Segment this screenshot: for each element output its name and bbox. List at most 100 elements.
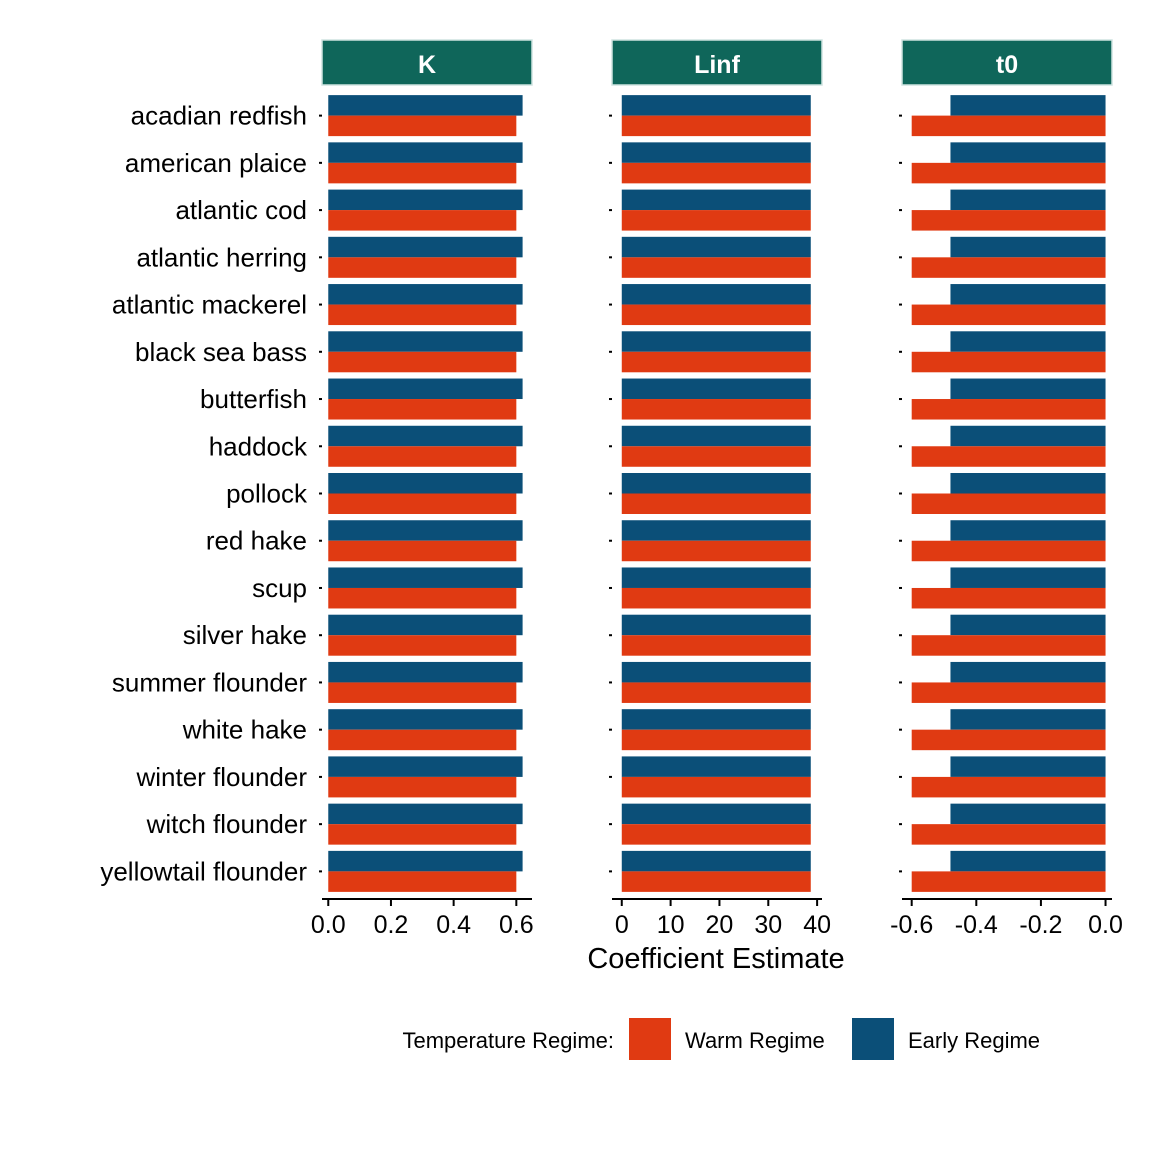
bar-k-early-regime-pollock <box>328 473 523 494</box>
bar-linf-early-regime-butterfish <box>621 378 811 400</box>
x-tick-label-k: 0.4 <box>436 911 471 939</box>
bar-k-warm-regime-winter-flounder <box>328 776 517 798</box>
species-label-atlantic-herring: atlantic herring <box>136 242 307 272</box>
species-label-winter-flounder: winter flounder <box>135 762 307 792</box>
x-tick-label-linf: 10 <box>657 911 685 939</box>
species-label-atlantic-cod: atlantic cod <box>175 195 307 225</box>
bar-k-warm-regime-scup <box>328 587 517 609</box>
x-axis-title: Coefficient Estimate <box>587 943 844 975</box>
species-label-silver-hake: silver hake <box>183 620 307 650</box>
bar-linf-warm-regime-yellowtail-flounder <box>621 871 811 892</box>
bar-linf-early-regime-winter-flounder <box>621 756 811 777</box>
species-label-haddock: haddock <box>209 431 308 461</box>
bar-t0-warm-regime-summer-flounder <box>911 682 1106 703</box>
x-tick-label-t0: 0.0 <box>1088 911 1123 939</box>
x-tick-label-linf: 30 <box>754 911 782 939</box>
legend: Temperature Regime: Warm Regime Early Re… <box>402 1018 1040 1060</box>
bar-k-warm-regime-atlantic-herring <box>328 257 517 278</box>
bar-t0-warm-regime-scup <box>911 587 1106 609</box>
bar-linf-early-regime-white-hake <box>621 709 811 730</box>
bar-t0-early-regime-atlantic-herring <box>950 236 1106 258</box>
bar-t0-early-regime-red-hake <box>950 520 1106 541</box>
bar-k-early-regime-haddock <box>328 425 523 447</box>
bar-linf-warm-regime-acadian-redfish <box>621 115 811 137</box>
bar-linf-warm-regime-haddock <box>621 446 811 467</box>
bar-linf-warm-regime-butterfish <box>621 399 811 420</box>
bar-k-early-regime-yellowtail-flounder <box>328 850 523 872</box>
bar-k-early-regime-white-hake <box>328 709 523 730</box>
bar-linf-warm-regime-american-plaice <box>621 162 811 184</box>
bar-k-early-regime-scup <box>328 567 523 588</box>
facet-strip-k <box>321 39 533 86</box>
bar-k-warm-regime-acadian-redfish <box>328 115 517 137</box>
species-label-witch-flounder: witch flounder <box>146 809 308 839</box>
panel-k: K 0.0 0.2 0.4 0.6 <box>311 39 534 939</box>
bar-t0-early-regime-summer-flounder <box>950 661 1106 683</box>
bar-k-early-regime-butterfish <box>328 378 523 400</box>
bar-linf-warm-regime-scup <box>621 587 811 609</box>
bar-t0-warm-regime-witch-flounder <box>911 824 1106 845</box>
legend-label-early: Early Regime <box>908 1028 1040 1053</box>
species-label-red-hake: red hake <box>206 526 307 556</box>
bar-k-warm-regime-summer-flounder <box>328 682 517 703</box>
bar-t0-early-regime-haddock <box>950 425 1106 447</box>
bar-t0-warm-regime-acadian-redfish <box>911 115 1106 137</box>
bar-t0-warm-regime-atlantic-mackerel <box>911 304 1106 326</box>
panel-t0: t0 -0.6 -0.4 -0.2 0.0 <box>890 39 1123 939</box>
bar-linf-warm-regime-atlantic-mackerel <box>621 304 811 326</box>
bar-linf-warm-regime-white-hake <box>621 729 811 751</box>
species-label-butterfish: butterfish <box>200 384 307 414</box>
bar-t0-early-regime-butterfish <box>950 378 1106 400</box>
bar-t0-early-regime-silver-hake <box>950 614 1106 636</box>
panel-group: K 0.0 0.2 0.4 0.6 Linf 0 10 20 30 40 t0 -0.6 -0.4 -0.2… <box>311 39 1123 939</box>
bar-k-early-regime-acadian-redfish <box>328 95 523 116</box>
x-tick-label-linf: 40 <box>803 911 831 939</box>
facet-strip-label-k: K <box>418 51 436 79</box>
bar-t0-early-regime-black-sea-bass <box>950 331 1106 352</box>
bar-t0-warm-regime-butterfish <box>911 399 1106 420</box>
bar-k-warm-regime-haddock <box>328 446 517 467</box>
bar-linf-warm-regime-atlantic-herring <box>621 257 811 278</box>
bar-k-warm-regime-pollock <box>328 493 517 514</box>
bar-linf-warm-regime-summer-flounder <box>621 682 811 703</box>
bar-t0-early-regime-white-hake <box>950 709 1106 730</box>
bar-k-warm-regime-yellowtail-flounder <box>328 871 517 892</box>
bar-k-early-regime-red-hake <box>328 520 523 541</box>
bar-k-early-regime-atlantic-cod <box>328 189 523 211</box>
bar-linf-early-regime-yellowtail-flounder <box>621 850 811 872</box>
bar-k-warm-regime-atlantic-mackerel <box>328 304 517 326</box>
species-label-pollock: pollock <box>226 479 308 509</box>
x-tick-label-t0: -0.6 <box>890 911 933 939</box>
x-tick-label-t0: -0.2 <box>1019 911 1062 939</box>
species-label-american-plaice: american plaice <box>125 148 307 178</box>
bar-linf-early-regime-silver-hake <box>621 614 811 636</box>
bar-linf-early-regime-summer-flounder <box>621 661 811 683</box>
facet-strip-t0 <box>901 39 1113 86</box>
bar-t0-warm-regime-american-plaice <box>911 162 1106 184</box>
facet-strip-linf <box>611 39 823 86</box>
x-tick-label-k: 0.6 <box>499 911 534 939</box>
bar-k-warm-regime-black-sea-bass <box>328 351 517 373</box>
bar-k-early-regime-black-sea-bass <box>328 331 523 352</box>
bar-linf-early-regime-witch-flounder <box>621 803 811 825</box>
bar-t0-early-regime-witch-flounder <box>950 803 1106 825</box>
bar-t0-warm-regime-atlantic-cod <box>911 210 1106 231</box>
bar-k-early-regime-silver-hake <box>328 614 523 636</box>
bar-t0-warm-regime-silver-hake <box>911 635 1106 656</box>
facet-strip-label-linf: Linf <box>694 51 740 79</box>
x-tick-label-k: 0.2 <box>374 911 409 939</box>
x-tick-label-linf: 20 <box>706 911 734 939</box>
bar-linf-warm-regime-red-hake <box>621 540 811 562</box>
bar-k-early-regime-american-plaice <box>328 142 523 163</box>
bar-linf-early-regime-black-sea-bass <box>621 331 811 352</box>
species-label-summer-flounder: summer flounder <box>112 667 307 697</box>
bar-t0-warm-regime-yellowtail-flounder <box>911 871 1106 892</box>
bar-t0-early-regime-american-plaice <box>950 142 1106 163</box>
x-tick-label-k: 0.0 <box>311 911 346 939</box>
bar-linf-warm-regime-witch-flounder <box>621 824 811 845</box>
legend-title: Temperature Regime: <box>402 1028 614 1053</box>
bar-k-warm-regime-red-hake <box>328 540 517 562</box>
bar-linf-early-regime-atlantic-cod <box>621 189 811 211</box>
bar-t0-warm-regime-black-sea-bass <box>911 351 1106 373</box>
